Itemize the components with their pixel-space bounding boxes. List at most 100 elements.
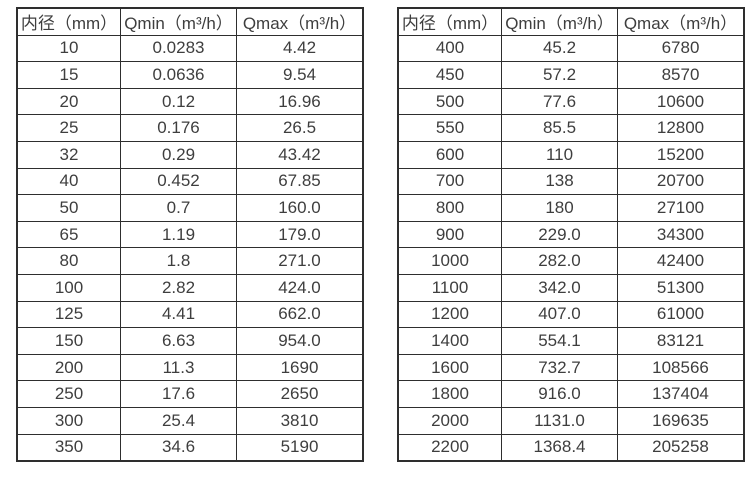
qmin-cell: 77.6 bbox=[501, 87, 618, 116]
qmin-cell: 85.5 bbox=[501, 114, 618, 142]
diameter-cell: 350 bbox=[16, 433, 121, 462]
qmin-cell: 0.29 bbox=[120, 140, 237, 169]
diameter-cell: 1200 bbox=[397, 300, 502, 329]
table-row: 450 57.2 8570 bbox=[397, 61, 745, 89]
qmin-cell: 342.0 bbox=[501, 273, 618, 302]
diameter-cell: 10 bbox=[16, 34, 121, 63]
qmax-cell: 61000 bbox=[617, 300, 745, 329]
table-row: 700 138 20700 bbox=[397, 167, 745, 196]
flow-table-small-diameters: 内径（mm） Qmin（m³/h） Qmax（m³/h） 10 0.0283 4.42 15… bbox=[16, 7, 364, 463]
table-row: 900 229.0 34300 bbox=[397, 220, 745, 249]
qmax-cell: 108566 bbox=[617, 353, 745, 382]
table-row: 15 0.0636 9.54 bbox=[16, 61, 364, 89]
qmax-cell: 271.0 bbox=[236, 247, 364, 275]
qmax-cell: 16.96 bbox=[236, 87, 364, 116]
diameter-cell: 1100 bbox=[397, 273, 502, 302]
table-row: 2200 1368.4 205258 bbox=[397, 433, 745, 462]
qmin-cell: 0.7 bbox=[120, 194, 237, 222]
qmax-cell: 662.0 bbox=[236, 300, 364, 329]
qmax-cell: 34300 bbox=[617, 220, 745, 249]
table-row: 2000 1131.0 169635 bbox=[397, 406, 745, 435]
diameter-cell: 1800 bbox=[397, 380, 502, 408]
table-row: 300 25.4 3810 bbox=[16, 406, 364, 435]
qmax-cell: 67.85 bbox=[236, 167, 364, 196]
diameter-header: 内径（mm） bbox=[16, 7, 121, 36]
table-row: 1800 916.0 137404 bbox=[397, 380, 745, 408]
diameter-cell: 50 bbox=[16, 194, 121, 222]
qmin-cell: 554.1 bbox=[501, 327, 618, 355]
table-row: 550 85.5 12800 bbox=[397, 114, 745, 142]
table-row: 100 2.82 424.0 bbox=[16, 273, 364, 302]
qmin-cell: 2.82 bbox=[120, 273, 237, 302]
qmin-cell: 1.8 bbox=[120, 247, 237, 275]
qmax-cell: 424.0 bbox=[236, 273, 364, 302]
diameter-cell: 32 bbox=[16, 140, 121, 169]
diameter-cell: 200 bbox=[16, 353, 121, 382]
qmax-cell: 20700 bbox=[617, 167, 745, 196]
diameter-cell: 65 bbox=[16, 220, 121, 249]
diameter-cell: 80 bbox=[16, 247, 121, 275]
diameter-cell: 100 bbox=[16, 273, 121, 302]
diameter-cell: 2200 bbox=[397, 433, 502, 462]
qmin-cell: 282.0 bbox=[501, 247, 618, 275]
diameter-cell: 2000 bbox=[397, 406, 502, 435]
table-row: 200 11.3 1690 bbox=[16, 353, 364, 382]
qmax-cell: 160.0 bbox=[236, 194, 364, 222]
qmax-cell: 2650 bbox=[236, 380, 364, 408]
qmax-cell: 15200 bbox=[617, 140, 745, 169]
qmin-cell: 4.41 bbox=[120, 300, 237, 329]
diameter-cell: 1600 bbox=[397, 353, 502, 382]
qmax-cell: 6780 bbox=[617, 34, 745, 63]
table-row: 40 0.452 67.85 bbox=[16, 167, 364, 196]
qmax-cell: 27100 bbox=[617, 194, 745, 222]
qmax-cell: 179.0 bbox=[236, 220, 364, 249]
qmax-cell: 8570 bbox=[617, 61, 745, 89]
diameter-cell: 150 bbox=[16, 327, 121, 355]
table-row: 65 1.19 179.0 bbox=[16, 220, 364, 249]
diameter-cell: 125 bbox=[16, 300, 121, 329]
table-row: 400 45.2 6780 bbox=[397, 34, 745, 63]
diameter-cell: 900 bbox=[397, 220, 502, 249]
qmax-cell: 954.0 bbox=[236, 327, 364, 355]
diameter-cell: 25 bbox=[16, 114, 121, 142]
qmin-cell: 229.0 bbox=[501, 220, 618, 249]
diameter-cell: 550 bbox=[397, 114, 502, 142]
table-row: 150 6.63 954.0 bbox=[16, 327, 364, 355]
diameter-cell: 1400 bbox=[397, 327, 502, 355]
table-row: 32 0.29 43.42 bbox=[16, 140, 364, 169]
qmin-cell: 138 bbox=[501, 167, 618, 196]
qmax-cell: 10600 bbox=[617, 87, 745, 116]
qmax-cell: 83121 bbox=[617, 327, 745, 355]
qmin-cell: 0.0636 bbox=[120, 61, 237, 89]
diameter-cell: 500 bbox=[397, 87, 502, 116]
qmax-cell: 3810 bbox=[236, 406, 364, 435]
diameter-cell: 250 bbox=[16, 380, 121, 408]
qmax-cell: 9.54 bbox=[236, 61, 364, 89]
diameter-cell: 450 bbox=[397, 61, 502, 89]
table-row: 1100 342.0 51300 bbox=[397, 273, 745, 302]
qmin-cell: 407.0 bbox=[501, 300, 618, 329]
table-row: 20 0.12 16.96 bbox=[16, 87, 364, 116]
table-row: 1400 554.1 83121 bbox=[397, 327, 745, 355]
qmax-header: Qmax（m³/h） bbox=[617, 7, 745, 36]
diameter-cell: 300 bbox=[16, 406, 121, 435]
table-row: 1000 282.0 42400 bbox=[397, 247, 745, 275]
qmin-header: Qmin（m³/h） bbox=[501, 7, 618, 36]
qmin-cell: 0.12 bbox=[120, 87, 237, 116]
qmin-cell: 17.6 bbox=[120, 380, 237, 408]
diameter-cell: 600 bbox=[397, 140, 502, 169]
qmin-cell: 1.19 bbox=[120, 220, 237, 249]
qmin-cell: 916.0 bbox=[501, 380, 618, 408]
table-row: 1200 407.0 61000 bbox=[397, 300, 745, 329]
qmax-cell: 26.5 bbox=[236, 114, 364, 142]
qmin-cell: 180 bbox=[501, 194, 618, 222]
qmin-cell: 45.2 bbox=[501, 34, 618, 63]
qmax-cell: 12800 bbox=[617, 114, 745, 142]
qmax-cell: 43.42 bbox=[236, 140, 364, 169]
header-row: 内径（mm） Qmin（m³/h） Qmax（m³/h） bbox=[16, 7, 364, 36]
qmax-cell: 169635 bbox=[617, 406, 745, 435]
qmin-cell: 11.3 bbox=[120, 353, 237, 382]
qmax-cell: 4.42 bbox=[236, 34, 364, 63]
table-row: 500 77.6 10600 bbox=[397, 87, 745, 116]
header-row: 内径（mm） Qmin（m³/h） Qmax（m³/h） bbox=[397, 7, 745, 36]
